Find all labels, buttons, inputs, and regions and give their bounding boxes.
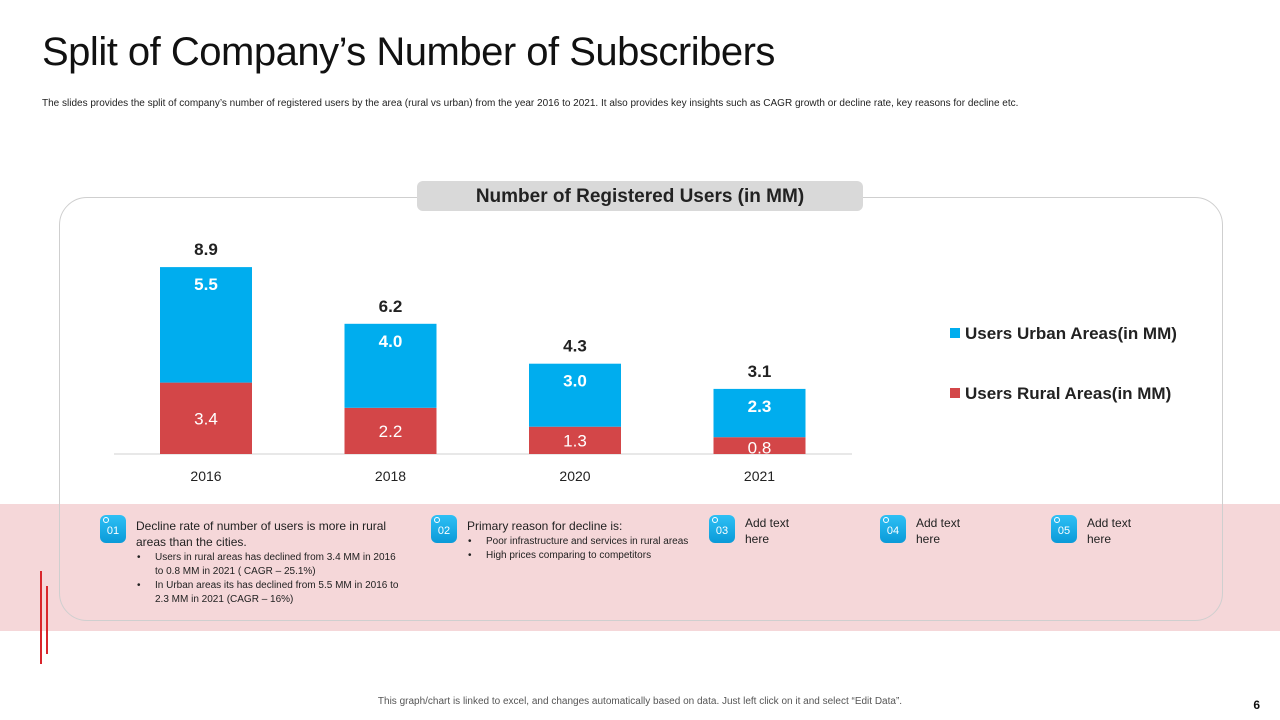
insight-bullets: Users in rural areas has declined from 3…: [136, 551, 406, 607]
footer-note: This graph/chart is linked to excel, and…: [377, 696, 903, 707]
bar-rural-2018[interactable]: [344, 407, 437, 454]
step-badge: 01: [100, 515, 126, 543]
total-label-2020: 4.3: [563, 337, 587, 356]
bar-rural-2021[interactable]: [713, 437, 806, 454]
bar-urban-2018[interactable]: [344, 323, 437, 408]
data-label-rural-2021: 0.8: [748, 439, 772, 458]
insight-bullet: Users in rural areas has declined from 3…: [136, 551, 406, 579]
bar-urban-2020[interactable]: [529, 363, 621, 427]
chart-title: Number of Registered Users (in MM): [417, 181, 863, 211]
x-tick-label-2021: 2021: [744, 468, 775, 484]
legend-swatch-urban: [950, 328, 960, 338]
bar-urban-2016[interactable]: [160, 267, 252, 383]
data-label-rural-2020: 1.3: [563, 431, 587, 450]
badge-dot-icon: [1054, 517, 1060, 523]
insight-heading: Add text here: [745, 516, 790, 546]
bar-rural-2016[interactable]: [160, 382, 252, 454]
bar-urban-2021[interactable]: [713, 388, 806, 438]
data-label-urban-2016: 5.5: [194, 275, 218, 294]
slide-subtitle: The slides provides the split of company…: [42, 98, 1019, 109]
bar-rural-2020[interactable]: [529, 426, 621, 454]
step-badge: 04: [880, 515, 906, 543]
insight-heading: Add text here: [1087, 516, 1132, 546]
data-label-rural-2018: 2.2: [379, 422, 403, 441]
data-label-rural-2016: 3.4: [194, 409, 218, 428]
data-label-urban-2018: 4.0: [379, 332, 403, 351]
x-tick-label-2020: 2020: [559, 468, 590, 484]
insight-heading: Add text here: [916, 516, 961, 546]
badge-dot-icon: [434, 517, 440, 523]
badge-dot-icon: [712, 517, 718, 523]
data-label-urban-2021: 2.3: [748, 397, 772, 416]
x-tick-label-2018: 2018: [375, 468, 406, 484]
insight-heading: Decline rate of number of users is more …: [136, 519, 387, 549]
legend-label-rural: Users Rural Areas(in MM): [965, 384, 1172, 403]
insight-bullet: High prices comparing to competitors: [467, 549, 692, 563]
accent-line: [46, 586, 48, 654]
legend-item-rural[interactable]: Users Rural Areas(in MM): [950, 384, 1171, 404]
step-badge: 03: [709, 515, 735, 543]
total-label-2018: 6.2: [379, 297, 403, 316]
insight-bullets: Poor infrastructure and services in rura…: [467, 535, 692, 563]
step-badge: 02: [431, 515, 457, 543]
badge-dot-icon: [103, 517, 109, 523]
accent-line: [40, 571, 42, 664]
badge-dot-icon: [883, 517, 889, 523]
slide-title: Split of Company’s Number of Subscribers: [42, 30, 775, 74]
data-label-urban-2020: 3.0: [563, 372, 587, 391]
insight-bullet: In Urban areas its has declined from 5.5…: [136, 579, 406, 607]
insight-heading: Primary reason for decline is:: [467, 519, 623, 533]
legend-label-urban: Users Urban Areas(in MM): [965, 324, 1177, 343]
legend-swatch-rural: [950, 388, 960, 398]
total-label-2021: 3.1: [748, 362, 772, 381]
x-tick-label-2016: 2016: [190, 468, 221, 484]
page-number: 6: [1253, 698, 1260, 712]
total-label-2016: 8.9: [194, 240, 218, 259]
step-badge: 05: [1051, 515, 1077, 543]
insight-bullet: Poor infrastructure and services in rura…: [467, 535, 692, 549]
legend-item-urban[interactable]: Users Urban Areas(in MM): [950, 324, 1177, 344]
